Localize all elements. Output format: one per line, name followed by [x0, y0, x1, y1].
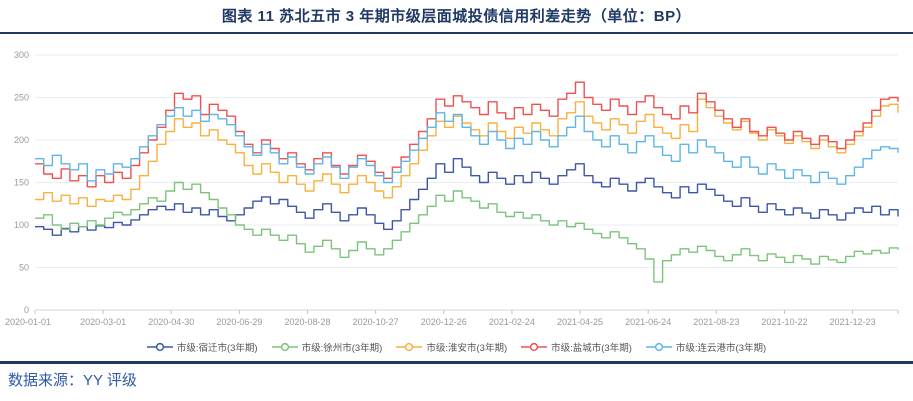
y-axis-label: 250 — [14, 93, 29, 103]
title-divider — [0, 32, 913, 34]
y-axis-label: 300 — [14, 50, 29, 60]
x-axis-label: 2021-12-23 — [830, 317, 876, 327]
legend-item-0[interactable]: 市级:宿迁市(3年期) — [146, 340, 258, 354]
x-axis-label: 2021-04-25 — [557, 317, 603, 327]
legend-label: 市级:连云港市(3年期) — [675, 343, 767, 354]
spread-line-chart[interactable]: 0 50 100 150 200 250 300 2020-01-01 2020-03-01 20… — [0, 38, 913, 330]
legend-marker-icon — [521, 342, 548, 352]
x-axis-label: 2020-08-28 — [285, 317, 331, 327]
series-line-市级:连云港市(3年期)[interactable] — [35, 107, 899, 185]
data-source: 数据来源：YY 评级 — [8, 372, 137, 389]
legend-label: 市级:徐州市(3年期) — [301, 343, 383, 354]
series-line-市级:宿迁市(3年期)[interactable] — [35, 158, 899, 236]
series-line-市级:徐州市(3年期)[interactable] — [35, 181, 899, 283]
y-axis-label: 200 — [14, 135, 29, 145]
legend-item-4[interactable]: 市级:连云港市(3年期) — [645, 340, 767, 354]
x-axis-label: 2020-04-30 — [148, 317, 194, 327]
legend-label: 市级:盐城市(3年期) — [551, 343, 632, 354]
x-axis-label: 2020-12-26 — [421, 317, 467, 327]
x-axis-label: 2020-10-27 — [353, 317, 399, 327]
legend-marker-icon — [146, 342, 173, 352]
series-line-市级:淮安市(3年期)[interactable] — [35, 98, 899, 207]
x-axis-label: 2020-01-01 — [5, 317, 51, 327]
legend-marker-icon — [271, 342, 298, 352]
y-axis-label: 150 — [14, 178, 29, 188]
footer-divider — [0, 361, 913, 364]
x-axis-label: 2020-03-01 — [80, 317, 126, 327]
legend-item-3[interactable]: 市级:盐城市(3年期) — [521, 340, 632, 354]
x-axis-label: 2021-08-23 — [693, 317, 739, 327]
chart-legend: 市级:宿迁市(3年期) 市级:徐州市(3年期) 市级:淮安市(3年期) 市级:盐城市(… — [0, 337, 913, 357]
legend-item-2[interactable]: 市级:淮安市(3年期) — [396, 340, 507, 354]
legend-marker-icon — [645, 342, 672, 352]
legend-label: 市级:淮安市(3年期) — [426, 343, 508, 354]
y-axis-label: 50 — [19, 263, 29, 273]
x-axis-label: 2021-02-24 — [489, 317, 535, 327]
x-axis-label: 2020-06-29 — [216, 317, 262, 327]
y-axis-label: 100 — [14, 220, 29, 230]
x-axis-label: 2021-10-22 — [761, 317, 807, 327]
y-axis-label: 0 — [24, 305, 29, 315]
legend-marker-icon — [396, 342, 423, 352]
series-line-市级:盐城市(3年期)[interactable] — [35, 81, 899, 188]
x-axis-label: 2021-06-24 — [625, 317, 671, 327]
legend-label: 市级:宿迁市(3年期) — [176, 343, 258, 354]
chart-area[interactable]: 0 50 100 150 200 250 300 2020-01-01 2020-03-01 20… — [0, 38, 913, 330]
legend-item-1[interactable]: 市级:徐州市(3年期) — [271, 340, 383, 354]
figure-title: 图表 11 苏北五市 3 年期市级层面城投债信用利差走势（单位：BP） — [221, 8, 692, 25]
